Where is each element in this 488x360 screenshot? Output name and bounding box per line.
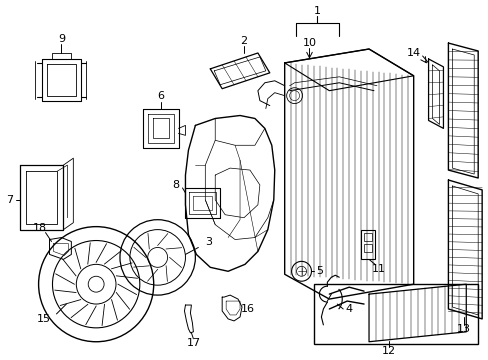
Bar [314,284,477,344]
Bar [364,244,371,252]
Text: 15: 15 [37,314,50,324]
Text: 14: 14 [406,48,420,58]
Text: 11: 11 [371,264,385,274]
Bar [360,230,374,260]
Text: 9: 9 [58,34,65,44]
Text: 18: 18 [33,222,46,233]
Text: 6: 6 [157,91,164,101]
Bar [364,233,371,240]
Text: 1: 1 [313,6,320,16]
Text: 4: 4 [345,304,352,314]
Text: 12: 12 [381,346,395,356]
Text: 5: 5 [315,266,322,276]
Text: 17: 17 [186,338,200,348]
Text: 3: 3 [204,237,211,247]
Text: 2: 2 [240,36,247,46]
Text: 16: 16 [241,304,254,314]
Text: 13: 13 [456,324,470,334]
Text: 10: 10 [302,38,316,48]
Text: 7: 7 [6,195,13,205]
Text: 8: 8 [172,180,179,190]
